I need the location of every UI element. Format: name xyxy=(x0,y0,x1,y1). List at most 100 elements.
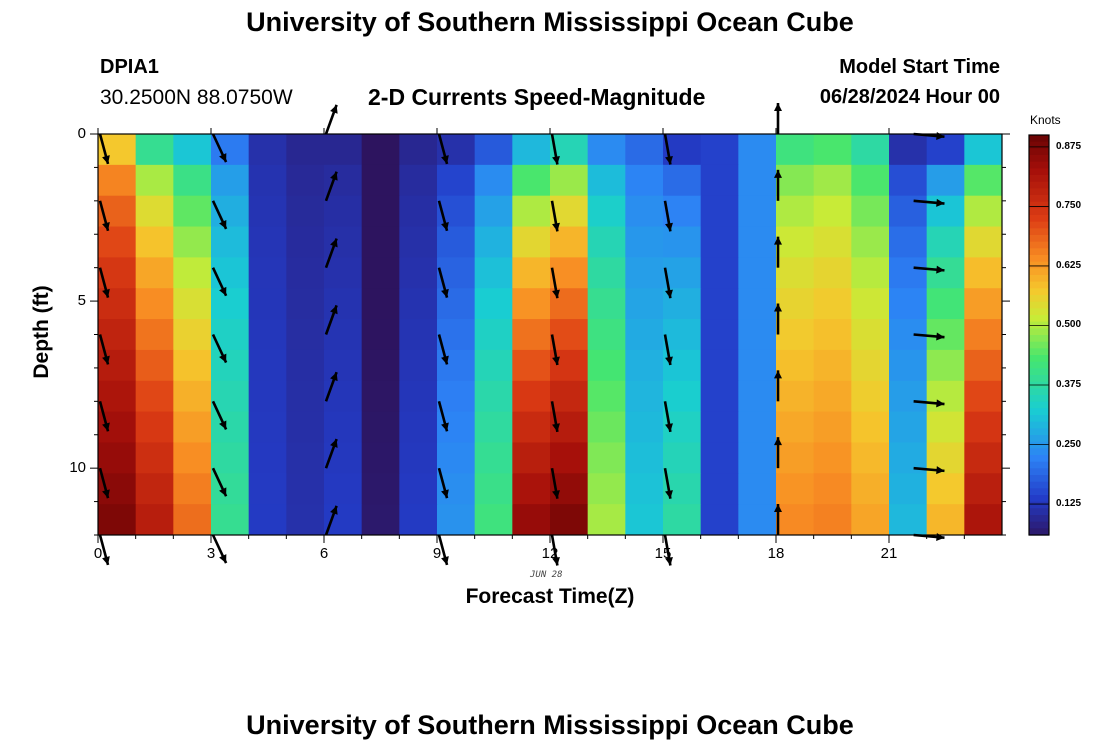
heatmap-cell xyxy=(663,380,702,413)
heatmap-cell xyxy=(135,257,174,289)
colorbar-frame xyxy=(1028,134,1050,536)
heatmap-cell xyxy=(587,442,626,474)
heatmap-cell xyxy=(550,380,589,413)
direction-arrow xyxy=(913,332,945,341)
heatmap-cell xyxy=(286,349,325,382)
direction-arrow xyxy=(211,534,228,564)
direction-arrow xyxy=(663,133,673,165)
direction-arrow xyxy=(98,267,110,298)
heatmap-cell xyxy=(851,134,890,166)
heatmap-cell xyxy=(926,319,965,351)
heatmap-cell xyxy=(399,319,438,351)
direction-arrow xyxy=(324,238,338,269)
heatmap-cell xyxy=(286,195,325,228)
heatmap-cell xyxy=(211,504,250,536)
heatmap-cell xyxy=(700,288,739,320)
heatmap-cell xyxy=(813,442,852,474)
y-axis-title: Depth (ft) xyxy=(30,285,53,379)
heatmap-cell xyxy=(813,504,852,536)
direction-arrow xyxy=(774,303,782,335)
heatmap-cell xyxy=(512,257,551,289)
direction-arrow xyxy=(211,133,228,163)
heatmap-cell xyxy=(474,380,513,413)
heatmap-cell xyxy=(813,349,852,382)
colorbar-swatch xyxy=(1029,261,1049,269)
heatmap-cell xyxy=(135,504,174,536)
heatmap-cell xyxy=(587,349,626,382)
heatmap-cell xyxy=(474,319,513,351)
direction-arrow xyxy=(550,534,560,566)
heatmap-cell xyxy=(211,411,250,443)
heatmap-cell xyxy=(813,164,852,197)
heatmap-cell xyxy=(399,134,438,166)
heatmap-cell xyxy=(474,164,513,197)
heatmap-cell xyxy=(625,473,664,505)
heatmap-cell xyxy=(512,134,551,166)
heatmap-cell xyxy=(512,380,551,413)
heatmap-cell xyxy=(587,164,626,197)
heatmap-cell xyxy=(437,164,476,197)
heatmap-cell xyxy=(173,257,212,289)
heatmap-cell xyxy=(964,411,1003,443)
heatmap-cell xyxy=(851,380,890,413)
heatmap-cell xyxy=(248,164,287,197)
heatmap-cell xyxy=(437,288,476,320)
heatmap-cell xyxy=(550,319,589,351)
heatmap-cell xyxy=(248,257,287,289)
heatmap-cell xyxy=(399,288,438,320)
colorbar-tick-label: 0.375 xyxy=(1056,379,1082,390)
heatmap-cell xyxy=(512,164,551,197)
heatmap-cell xyxy=(738,257,777,289)
heatmap-cell xyxy=(889,257,928,289)
heatmap-cell xyxy=(248,319,287,351)
heatmap-cell xyxy=(98,504,137,536)
heatmap-cell xyxy=(889,288,928,320)
date-label: JUN 28 xyxy=(530,570,563,580)
colorbar-swatch xyxy=(1029,461,1049,469)
heatmap-cell xyxy=(700,504,739,536)
direction-arrow xyxy=(663,334,673,366)
direction-arrow xyxy=(324,304,338,335)
direction-arrow xyxy=(913,466,945,475)
heatmap-cell xyxy=(851,473,890,505)
heatmap-cell xyxy=(587,319,626,351)
x-tick-label: 15 xyxy=(654,545,672,562)
heatmap-cell xyxy=(851,164,890,197)
heatmap-cell xyxy=(889,411,928,443)
colorbar-swatch xyxy=(1029,135,1049,143)
heatmap-cell xyxy=(926,134,965,166)
heatmap-cell xyxy=(776,257,815,289)
direction-arrow xyxy=(98,467,110,499)
heatmap-cell xyxy=(851,195,890,228)
direction-arrow xyxy=(211,333,228,364)
colorbar-swatch xyxy=(1029,328,1049,336)
heatmap-cell xyxy=(211,164,250,197)
colorbar-tick-label: 0.875 xyxy=(1056,140,1082,152)
heatmap-cell xyxy=(776,504,815,536)
heatmap-cell xyxy=(964,134,1003,166)
heatmap-cell xyxy=(926,380,965,413)
direction-arrow xyxy=(324,505,338,536)
colorbar-swatch xyxy=(1029,335,1049,343)
heatmap-cell xyxy=(625,226,664,258)
heatmap-cell xyxy=(399,349,438,382)
heatmap-cell xyxy=(173,195,212,228)
heatmap-cell xyxy=(700,442,739,474)
heatmap-cell xyxy=(474,504,513,536)
heatmap-cell xyxy=(700,349,739,382)
colorbar-tick-label: 0.750 xyxy=(1056,200,1082,212)
heatmap-cell xyxy=(700,164,739,197)
direction-arrow xyxy=(437,467,449,499)
heatmap-cell xyxy=(286,164,325,197)
direction-arrow xyxy=(98,400,110,432)
heatmap-cell xyxy=(324,195,363,228)
heatmap-cell xyxy=(663,319,702,351)
heatmap-cell xyxy=(173,504,212,536)
colorbar-swatch xyxy=(1029,241,1049,249)
direction-arrow xyxy=(774,437,782,469)
direction-arrow xyxy=(550,467,560,499)
heatmap-cell xyxy=(625,195,664,228)
heatmap-cell xyxy=(361,226,400,258)
colorbar-swatch xyxy=(1029,408,1049,416)
heatmap-cell xyxy=(889,226,928,258)
